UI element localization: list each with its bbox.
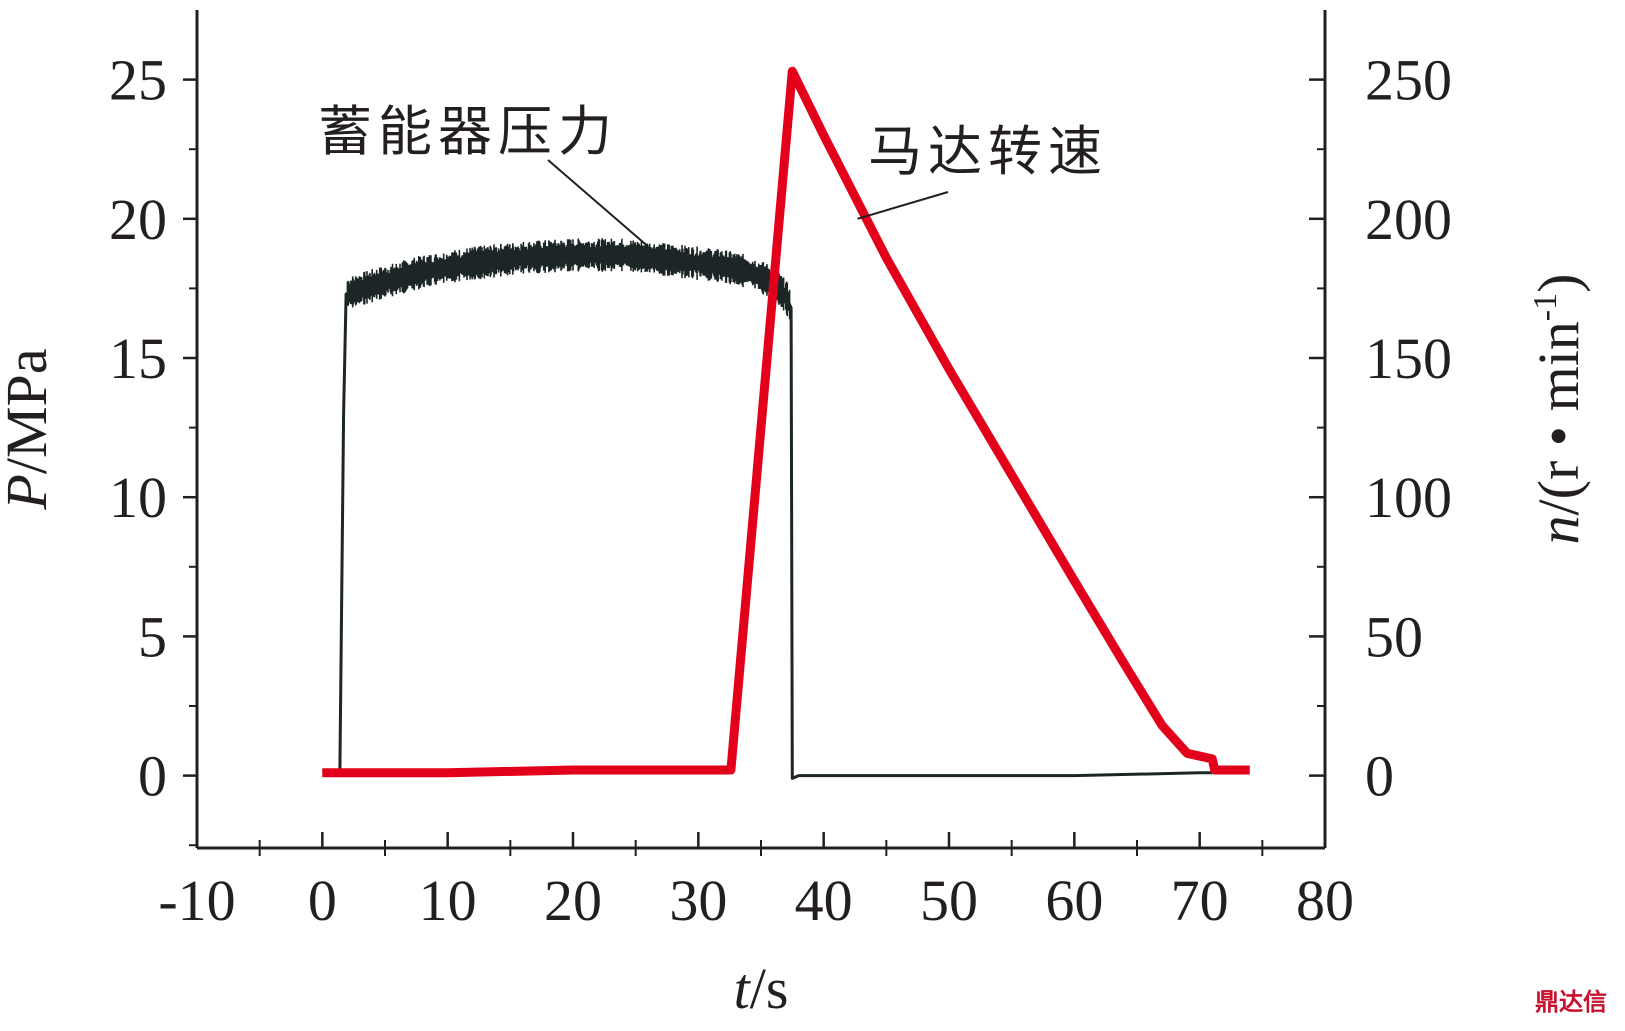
annotation-leader-1 (857, 191, 949, 220)
series-noise-0 (346, 238, 791, 320)
y-left-tick-label: 20 (109, 187, 167, 252)
annotation-leader-0 (547, 159, 649, 248)
x-tick-label: -10 (158, 868, 235, 933)
y-left-axis-title: P/MPa (0, 348, 59, 510)
y-right-tick-label: 100 (1365, 465, 1452, 530)
y-left-tick-label: 0 (138, 744, 167, 809)
y-right-tick-label: 0 (1365, 744, 1394, 809)
x-tick-label: 30 (669, 868, 727, 933)
annotation-label-0: 蓄能器压力 (318, 100, 618, 163)
y-right-tick-label: 50 (1365, 604, 1423, 669)
y-right-tick-label: 250 (1365, 48, 1452, 113)
y-right-tick-label: 150 (1365, 326, 1452, 391)
y-right-tick-label: 200 (1365, 187, 1452, 252)
series-layer (322, 66, 1250, 780)
plot-frame (195, 10, 1327, 850)
x-tick-label: 50 (920, 868, 978, 933)
x-tick-label: 80 (1296, 868, 1354, 933)
y-right-axis-title: n/(r • min-1) (1526, 274, 1591, 545)
y-left-tick-label: 5 (138, 604, 167, 669)
x-tick-label: 70 (1171, 868, 1229, 933)
x-axis-title: t/s (734, 956, 789, 1021)
x-tick-label: 60 (1045, 868, 1103, 933)
watermark-logo: 鼎达信 (1535, 988, 1607, 1016)
series-line-1 (322, 66, 1250, 778)
x-tick-label: 10 (419, 868, 477, 933)
y-left-tick-label: 15 (109, 326, 167, 391)
x-tick-label: 40 (795, 868, 853, 933)
x-tick-label: 20 (544, 868, 602, 933)
y-left-tick-label: 10 (109, 465, 167, 530)
y-left-tick-label: 25 (109, 48, 167, 113)
annotation-label-1: 马达转速 (868, 120, 1108, 183)
x-tick-label: 0 (308, 868, 337, 933)
annotations-layer: 蓄能器压力 马达转速 (318, 100, 1108, 248)
labels-layer: -10 0 10 20 30 40 50 60 70 8005101520250501001502… (0, 48, 1591, 1021)
